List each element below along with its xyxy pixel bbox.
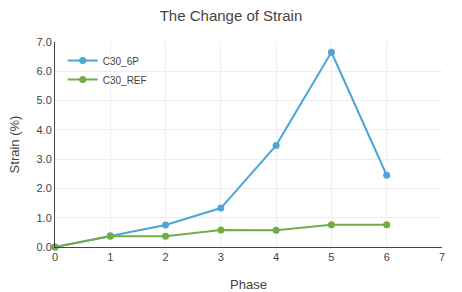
svg-text:0.0: 0.0 <box>37 241 52 253</box>
svg-text:4: 4 <box>273 251 279 263</box>
svg-text:Strain (%): Strain (%) <box>7 116 22 174</box>
svg-text:1: 1 <box>107 251 113 263</box>
svg-text:0: 0 <box>52 251 58 263</box>
svg-text:Phase: Phase <box>230 277 267 292</box>
svg-text:6.0: 6.0 <box>37 65 52 77</box>
svg-text:1.0: 1.0 <box>37 212 52 224</box>
svg-text:3.0: 3.0 <box>37 153 52 165</box>
svg-text:7.0: 7.0 <box>37 36 52 48</box>
svg-text:4.0: 4.0 <box>37 124 52 136</box>
svg-text:C30_REF: C30_REF <box>103 75 147 86</box>
svg-text:5.0: 5.0 <box>37 94 52 106</box>
svg-text:2: 2 <box>163 251 169 263</box>
svg-text:6: 6 <box>384 251 390 263</box>
svg-text:2.0: 2.0 <box>37 182 52 194</box>
svg-text:C30_6P: C30_6P <box>103 56 139 67</box>
svg-text:3: 3 <box>218 251 224 263</box>
svg-text:7: 7 <box>439 251 445 263</box>
svg-text:5: 5 <box>328 251 334 263</box>
svg-text:The Change of Strain: The Change of Strain <box>160 7 303 24</box>
